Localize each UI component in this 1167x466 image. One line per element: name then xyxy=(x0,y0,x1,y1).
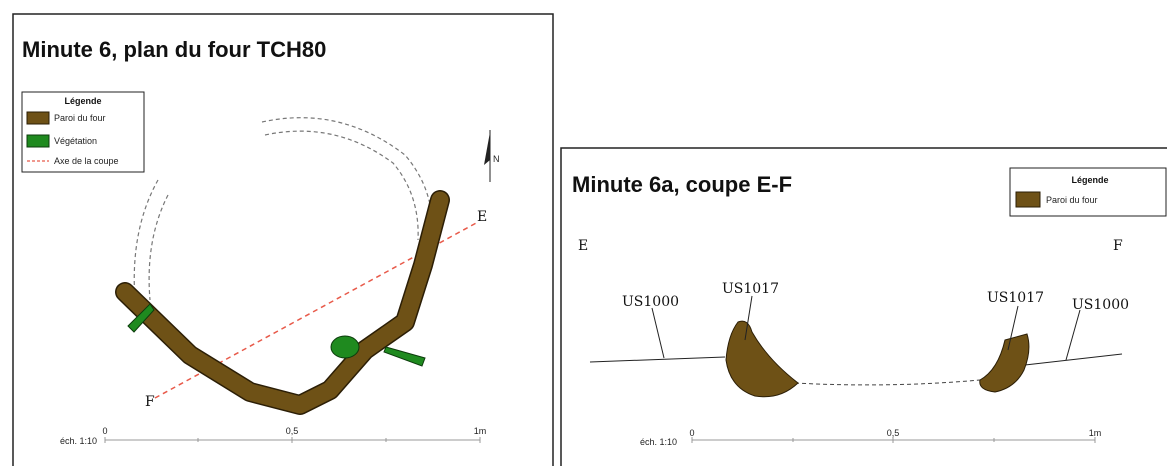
legend-item: Paroi du four xyxy=(54,113,106,123)
scale-ticks xyxy=(691,437,1096,443)
scale-tick: 0 xyxy=(689,428,694,438)
legend-title: Légende xyxy=(64,96,101,106)
panel-border xyxy=(12,13,554,466)
scale-label: éch. 1:10 xyxy=(640,437,677,447)
north-label: N xyxy=(493,154,500,164)
unit-label: US1017 xyxy=(987,290,1044,306)
unit-label: US1000 xyxy=(1072,297,1129,313)
north-arrow xyxy=(484,132,490,165)
ground-line xyxy=(589,356,726,363)
point-label: E xyxy=(578,238,588,254)
scale-tick: 1m xyxy=(1089,428,1102,438)
dashed-arcs xyxy=(133,117,433,301)
legend-title: Légende xyxy=(1071,175,1108,185)
legend-swatch xyxy=(26,111,50,125)
panel-title: Minute 6, plan du four TCH80 xyxy=(22,37,326,62)
panel-title: Minute 6a, coupe E-F xyxy=(572,172,792,197)
point-label: F xyxy=(145,394,155,410)
scale-ticks xyxy=(104,437,481,443)
legend-swatch xyxy=(1015,191,1041,208)
legend-item: Paroi du four xyxy=(1046,195,1098,205)
section-panel: Minute 6a, coupe E-F Légende Paroi du fo… xyxy=(560,147,1167,466)
scale-tick: 0 xyxy=(102,426,107,436)
legend-box xyxy=(21,91,145,173)
wall-outline xyxy=(115,190,450,415)
vegetation xyxy=(330,335,360,359)
vegetation xyxy=(127,303,155,333)
scale-tick: 0,5 xyxy=(286,426,299,436)
legend-item: Végétation xyxy=(54,136,97,146)
unit-label: US1000 xyxy=(622,294,679,310)
wall-section xyxy=(725,320,799,398)
panel-border xyxy=(560,147,1167,466)
point-label: E xyxy=(477,209,487,225)
wall-section xyxy=(979,333,1030,393)
scale-tick: 0,5 xyxy=(887,428,900,438)
unit-label: US1017 xyxy=(722,281,779,297)
vegetation xyxy=(383,346,426,367)
scale-tick: 1m xyxy=(474,426,487,436)
oven-wall xyxy=(116,191,449,414)
leader-lines xyxy=(651,295,1081,361)
ground-line xyxy=(1024,353,1123,366)
legend-item: Axe de la coupe xyxy=(54,156,119,166)
ground-line xyxy=(794,379,981,386)
point-label: F xyxy=(1113,238,1123,254)
plan-panel: Minute 6, plan du four TCH80 Légende Par… xyxy=(12,13,554,466)
scale-label: éch. 1:10 xyxy=(60,436,97,446)
legend-swatch xyxy=(26,134,50,148)
